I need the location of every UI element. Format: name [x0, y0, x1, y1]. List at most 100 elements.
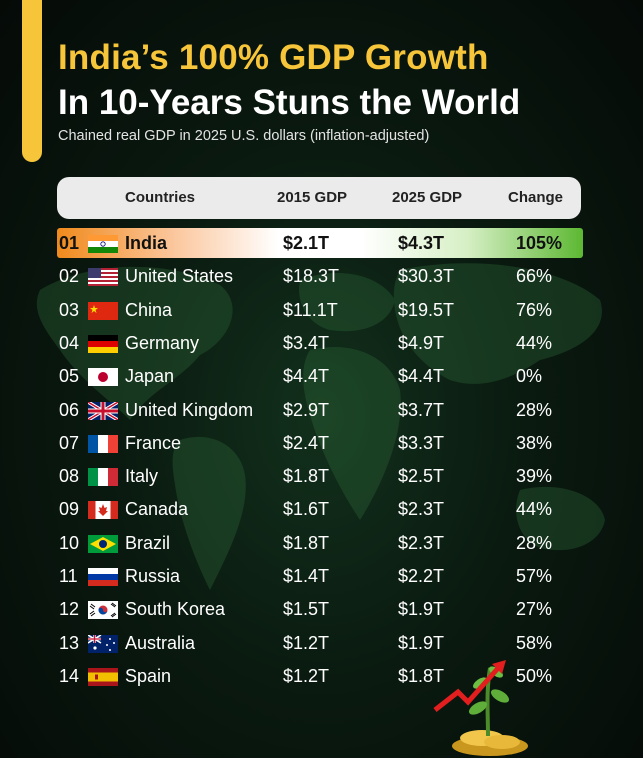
gdp-2025-value: $2.3T	[398, 499, 445, 520]
change-value: 66%	[516, 266, 553, 287]
change-value: 39%	[516, 466, 553, 487]
gdp-2025-value: $3.7T	[398, 399, 445, 420]
table-header: Countries 2015 GDP 2025 GDP Change	[57, 177, 581, 219]
change-value: 28%	[516, 532, 553, 553]
country-name: South Korea	[125, 599, 226, 620]
japan-flag-icon	[88, 368, 118, 387]
gdp-2015-value: $3.4T	[283, 332, 330, 353]
canada-flag-icon	[88, 501, 118, 520]
rank-number: 02	[59, 266, 80, 287]
change-value: 105%	[516, 233, 563, 253]
gdp-2015-value: $1.5T	[283, 599, 330, 620]
gdp-2025-value: $4.3T	[398, 233, 445, 253]
world-map-background	[36, 263, 605, 590]
title-line-2: In 10-Years Stuns the World	[58, 83, 521, 122]
change-value: 44%	[516, 499, 553, 520]
gdp-2015-value: $2.9T	[283, 399, 330, 420]
header-2025-gdp: 2025 GDP	[392, 189, 463, 206]
change-value: 76%	[516, 299, 553, 320]
australia-flag-icon	[88, 634, 118, 653]
table-row: 04 Germany $3.4T $4.9T 44%	[57, 328, 583, 358]
country-name: France	[125, 432, 182, 453]
header-change: Change	[508, 189, 564, 206]
country-name: Spain	[125, 665, 172, 686]
rank-number: 04	[59, 332, 80, 353]
country-name: Australia	[125, 632, 196, 653]
gdp-2015-value: $18.3T	[283, 266, 340, 287]
table-row: 12 South Korea $1.5T $1.9T 27%	[57, 594, 583, 624]
table-row: 10 Brazil $1.8T $2.3T 28%	[57, 528, 583, 558]
header-2015-gdp: 2015 GDP	[277, 189, 348, 206]
table-row: 08 Italy $1.8T $2.5T 39%	[57, 461, 583, 491]
usa-flag-icon	[88, 268, 118, 287]
table-row: 06 United Kingdom $2.9T $3.7T 28%	[57, 395, 583, 425]
gdp-2025-value: $2.3T	[398, 532, 445, 553]
rank-number: 09	[59, 499, 80, 520]
country-name: Brazil	[125, 532, 171, 553]
gdp-2015-value: $2.4T	[283, 432, 330, 453]
spain-flag-icon	[88, 667, 118, 686]
change-value: 27%	[516, 599, 553, 620]
rank-number: 10	[59, 532, 80, 553]
rank-number: 01	[59, 233, 80, 253]
gdp-2025-value: $4.9T	[398, 332, 445, 353]
change-value: 38%	[516, 432, 553, 453]
table-row: 13 Australia $1.2T $1.9T 58%	[57, 628, 583, 658]
title-line-1: India’s 100% GDP Growth	[58, 38, 489, 77]
gdp-2015-value: $11.1T	[283, 299, 338, 320]
uk-flag-icon	[88, 401, 118, 420]
gdp-2025-value: $3.3T	[398, 432, 445, 453]
change-value: 58%	[516, 632, 553, 653]
table-row: 14 Spain $1.2T $1.8T 50%	[57, 661, 583, 691]
accent-bar	[22, 0, 42, 162]
gdp-2015-value: $1.8T	[283, 466, 330, 487]
gdp-2015-value: $2.1T	[283, 233, 330, 253]
gdp-2025-value: $1.8T	[398, 665, 445, 686]
gdp-2025-value: $1.9T	[398, 599, 445, 620]
subtitle: Chained real GDP in 2025 U.S. dollars (i…	[58, 128, 430, 144]
gdp-2015-value: $4.4T	[283, 366, 330, 387]
rank-number: 03	[59, 299, 80, 320]
rank-number: 13	[59, 632, 80, 653]
table-row: 02 United States $18.3T $30.3T 66%	[57, 261, 583, 291]
table-row: 03 China $11.1T $19.5T 76%	[57, 295, 583, 325]
gdp-2025-value: $19.5T	[398, 299, 455, 320]
rank-number: 14	[59, 665, 80, 686]
country-name: China	[125, 299, 173, 320]
india-flag-icon	[88, 235, 118, 253]
table-row: 09 Canada $1.6T $2.3T 44%	[57, 494, 583, 524]
country-name: Germany	[125, 332, 200, 353]
italy-flag-icon	[88, 468, 118, 487]
gdp-2025-value: $2.5T	[398, 466, 445, 487]
france-flag-icon	[88, 434, 118, 453]
rank-number: 05	[59, 366, 80, 387]
change-value: 57%	[516, 566, 553, 586]
change-value: 28%	[516, 399, 553, 420]
country-name: Russia	[125, 566, 181, 586]
rank-number: 07	[59, 432, 80, 453]
south-korea-flag-icon	[88, 601, 118, 620]
table-row: 01 India $2.1T $4.3T 105%	[57, 228, 583, 258]
rank-number: 12	[59, 599, 80, 620]
gdp-2025-value: $4.4T	[398, 366, 445, 387]
country-name: United Kingdom	[125, 399, 254, 420]
change-value: 44%	[516, 332, 553, 353]
table-row: 11 Russia $1.4T $2.2T 57%	[57, 561, 583, 591]
russia-flag-icon	[88, 568, 118, 586]
gdp-2015-value: $1.6T	[283, 499, 330, 520]
gdp-2015-value: $1.2T	[283, 632, 330, 653]
rank-number: 11	[59, 566, 78, 586]
china-flag-icon	[88, 301, 118, 320]
rank-number: 06	[59, 399, 80, 420]
country-name: Canada	[125, 499, 189, 520]
change-value: 0%	[516, 366, 543, 387]
gdp-2025-value: $1.9T	[398, 632, 445, 653]
gdp-2025-value: $2.2T	[398, 566, 445, 586]
growth-plant-icon	[433, 660, 528, 756]
header-countries: Countries	[125, 189, 196, 206]
country-name: United States	[125, 266, 234, 287]
table-row: 07 France $2.4T $3.3T 38%	[57, 428, 583, 458]
country-name: Japan	[125, 366, 175, 387]
country-name: India	[125, 233, 168, 253]
germany-flag-icon	[88, 334, 118, 353]
